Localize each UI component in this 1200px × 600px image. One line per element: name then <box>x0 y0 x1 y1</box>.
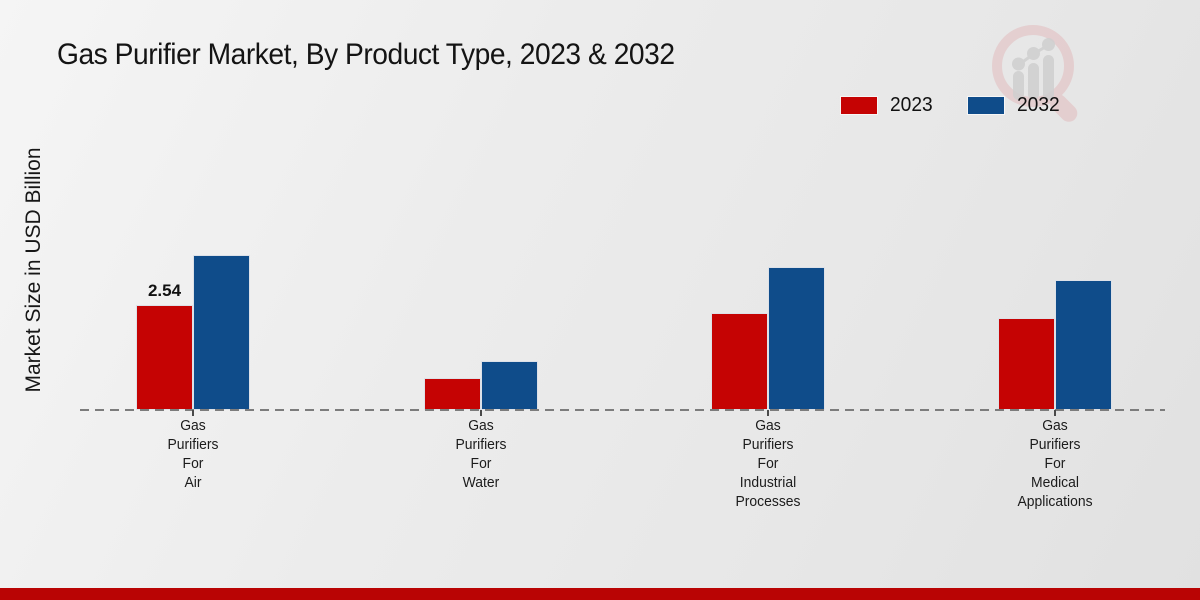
legend-item-2023: 2023 <box>840 94 935 117</box>
bar-2032-gas-purifiers-for-medical-applications <box>1055 280 1112 410</box>
magnifier-bar-chart-logo-icon <box>985 24 1085 124</box>
footer-red-bar <box>0 588 1200 600</box>
legend: 2023 2032 <box>840 94 1061 117</box>
data-label-2023-gas-purifiers-for-air: 2.54 <box>147 281 182 300</box>
x-axis-dashed-line <box>80 409 1165 411</box>
bar-2023-gas-purifiers-for-medical-applications <box>998 318 1055 410</box>
magnifier-ring <box>992 25 1078 122</box>
category-label-gas-purifiers-for-industrial-processes: Gas Purifiers For Industrial Processes <box>735 418 801 510</box>
bar-2023-gas-purifiers-for-industrial-processes <box>711 313 768 410</box>
bar-2032-gas-purifiers-for-air <box>193 255 250 410</box>
bar-2023-gas-purifiers-for-air <box>136 305 193 410</box>
x-axis-tick <box>192 410 194 416</box>
category-label-gas-purifiers-for-medical-applications: Gas Purifiers For Medical Applications <box>1017 418 1093 510</box>
bar-2023-gas-purifiers-for-water <box>424 378 481 410</box>
legend-label-2023: 2023 <box>890 94 933 116</box>
logo-bars <box>1012 38 1055 100</box>
category-label-gas-purifiers-for-water: Gas Purifiers For Water <box>455 418 507 491</box>
x-axis-tick <box>480 410 482 416</box>
legend-item-2032: 2032 <box>966 94 1062 117</box>
x-axis-tick <box>1054 410 1056 416</box>
legend-label-2032: 2032 <box>1016 94 1060 116</box>
bar-2032-gas-purifiers-for-water <box>481 361 538 410</box>
x-axis-tick <box>767 410 769 416</box>
legend-swatch-2032 <box>966 96 1005 115</box>
legend-swatch-2023 <box>840 96 878 115</box>
category-label-gas-purifiers-for-air: Gas Purifiers For Air <box>167 418 219 491</box>
bar-2032-gas-purifiers-for-industrial-processes <box>768 267 825 410</box>
chart-title: Gas Purifier Market, By Product Type, 20… <box>57 38 675 71</box>
